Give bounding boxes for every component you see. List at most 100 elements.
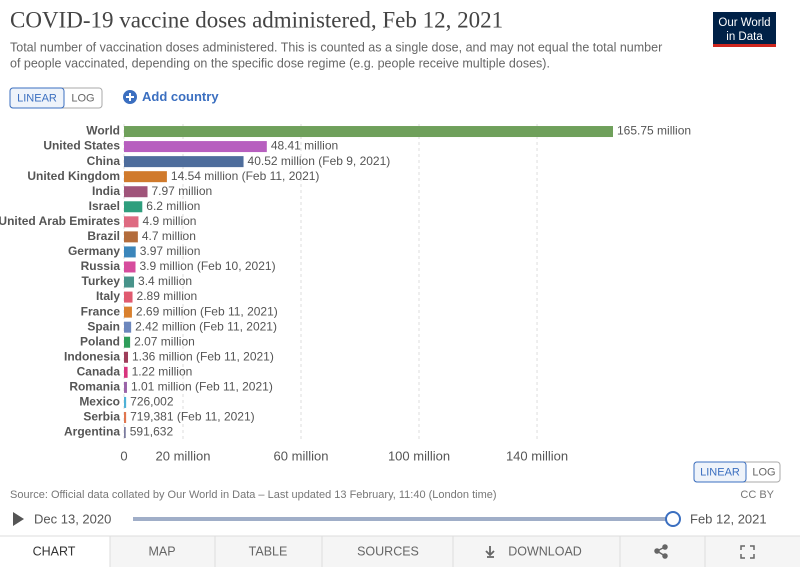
category-label: Mexico <box>79 395 120 409</box>
bar <box>124 246 136 258</box>
bar <box>124 141 267 153</box>
log-button[interactable]: LOG <box>71 92 94 104</box>
value-label: 2.42 million (Feb 11, 2021) <box>135 319 277 333</box>
value-label: 3.9 million (Feb 10, 2021) <box>140 259 276 273</box>
bar <box>124 427 126 439</box>
category-label: Turkey <box>82 274 121 288</box>
bar <box>124 291 133 303</box>
category-label: Poland <box>80 334 120 348</box>
logo[interactable] <box>713 12 776 47</box>
bar <box>124 351 129 363</box>
x-tick-label: 60 million <box>274 448 329 463</box>
value-label: 2.07 million <box>134 334 195 348</box>
add-icon-plus <box>126 93 134 101</box>
category-label: World <box>86 124 120 138</box>
tab[interactable]: MAP <box>148 544 175 558</box>
category-label: Israel <box>89 199 120 213</box>
x-tick-label: 20 million <box>156 448 211 463</box>
bar <box>124 261 136 273</box>
timeline-end: Feb 12, 2021 <box>690 511 767 526</box>
value-label: 7.97 million <box>152 184 213 198</box>
x-tick-label: 0 <box>120 448 127 463</box>
value-label: 14.54 million (Feb 11, 2021) <box>171 169 320 183</box>
category-label: Serbia <box>83 410 120 424</box>
chart-title: COVID-19 vaccine doses administered, Feb… <box>10 7 503 32</box>
value-label: 2.89 million <box>137 289 198 303</box>
value-label: 1.22 million <box>132 364 193 378</box>
value-label: 2.69 million (Feb 11, 2021) <box>136 304 278 318</box>
download-icon <box>485 546 495 558</box>
value-label: 1.01 million (Feb 11, 2021) <box>131 380 273 394</box>
add-country[interactable]: Add country <box>142 89 219 104</box>
log-button[interactable]: LOG <box>752 466 775 478</box>
category-label: Spain <box>87 319 120 333</box>
category-label: United States <box>43 139 120 153</box>
value-label: 40.52 million (Feb 9, 2021) <box>248 154 391 168</box>
category-label: Indonesia <box>64 349 120 363</box>
category-label: United Arab Emirates <box>0 214 120 228</box>
category-label: Romania <box>69 380 120 394</box>
value-label: 1.36 million (Feb 11, 2021) <box>132 349 274 363</box>
category-label: Germany <box>68 244 120 258</box>
subtitle: of people vaccinated, depending on the s… <box>10 56 550 70</box>
bar <box>124 186 148 198</box>
fullscreen-icon[interactable] <box>740 545 755 559</box>
value-label: 3.97 million <box>140 244 201 258</box>
active-tab <box>0 536 110 567</box>
value-label: 4.9 million <box>142 214 196 228</box>
bar <box>124 411 127 423</box>
tab[interactable]: CHART <box>33 544 76 558</box>
category-label: United Kingdom <box>27 169 120 183</box>
bar <box>124 216 139 228</box>
category-label: Italy <box>96 289 120 303</box>
license: CC BY <box>740 489 774 501</box>
logo-bar <box>713 44 776 47</box>
tab[interactable]: TABLE <box>249 544 288 558</box>
play-button[interactable] <box>13 512 24 526</box>
subtitle: Total number of vaccination doses admini… <box>10 40 662 54</box>
value-label: 719,381 (Feb 11, 2021) <box>130 410 255 424</box>
category-label: Russia <box>81 259 121 273</box>
bar <box>124 276 135 288</box>
category-label: Brazil <box>87 229 120 243</box>
value-label: 6.2 million <box>146 199 200 213</box>
value-label: 726,002 <box>130 395 174 409</box>
bar <box>124 201 143 213</box>
category-label: France <box>81 304 121 318</box>
bar <box>124 366 128 378</box>
timeline-handle[interactable] <box>665 511 681 527</box>
category-label: India <box>92 184 120 198</box>
bar <box>124 306 132 318</box>
value-label: 3.4 million <box>138 274 192 288</box>
x-tick-label: 100 million <box>388 448 450 463</box>
bar <box>124 321 132 333</box>
bar <box>124 381 127 393</box>
bar <box>124 231 138 243</box>
bar <box>124 156 244 168</box>
category-label: Argentina <box>64 425 120 439</box>
bar <box>124 126 613 138</box>
logo-text: Our World <box>718 17 770 29</box>
value-label: 4.7 million <box>142 229 196 243</box>
linear-label: LINEAR <box>700 466 740 478</box>
logo-text: in Data <box>726 31 763 43</box>
bar <box>124 171 167 183</box>
category-label: China <box>87 154 121 168</box>
bar <box>124 396 127 408</box>
linear-label: LINEAR <box>17 92 57 104</box>
category-label: Canada <box>77 364 121 378</box>
linear-button[interactable] <box>693 461 747 483</box>
tab[interactable]: DOWNLOAD <box>508 544 582 558</box>
timeline-start: Dec 13, 2020 <box>34 511 111 526</box>
x-tick-label: 140 million <box>506 448 568 463</box>
bar <box>124 336 131 348</box>
value-label: 48.41 million <box>271 139 338 153</box>
value-label: 165.75 million <box>617 124 691 138</box>
tab[interactable]: SOURCES <box>357 544 419 558</box>
linear-button[interactable] <box>9 87 65 109</box>
value-label: 591,632 <box>130 425 174 439</box>
share-icon[interactable] <box>654 544 668 559</box>
source: Source: Official data collated by Our Wo… <box>10 489 497 501</box>
tab-bar <box>0 536 800 567</box>
